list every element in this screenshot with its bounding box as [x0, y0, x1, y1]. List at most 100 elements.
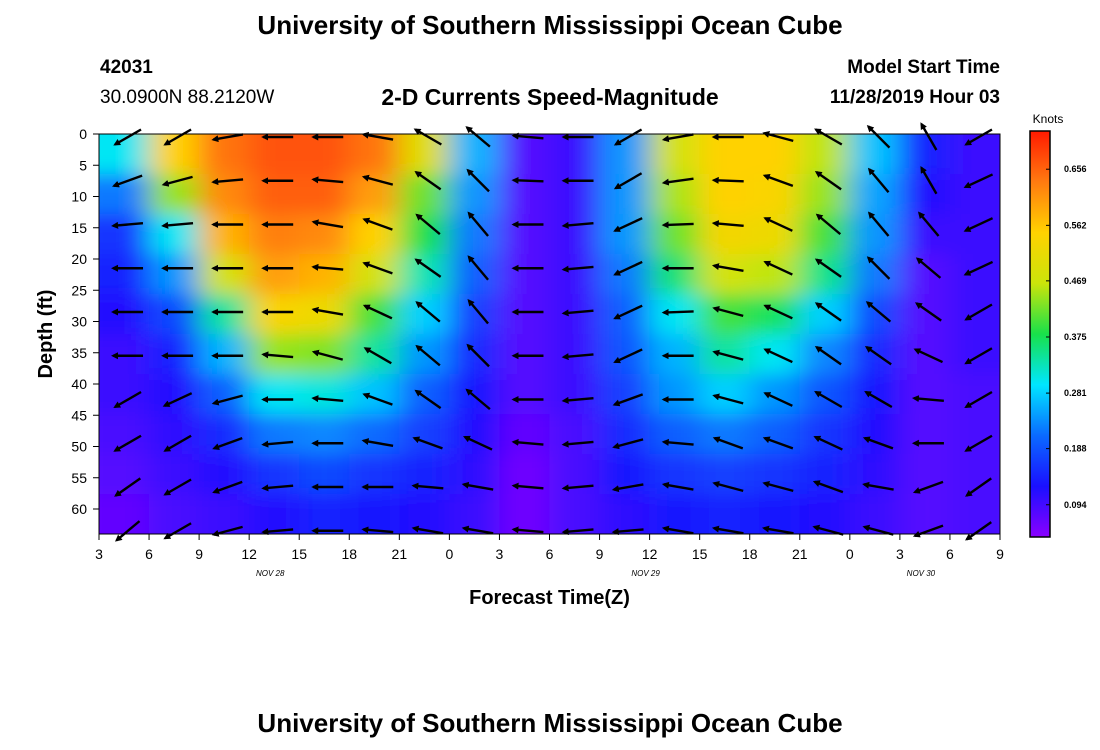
current-arrow [965, 477, 992, 497]
x-tick-label: 21 [792, 546, 808, 562]
current-arrow [511, 176, 544, 184]
current-arrow [661, 481, 694, 491]
heatmap-cell [749, 494, 801, 534]
current-arrow [911, 395, 944, 403]
current-arrow [917, 211, 940, 237]
date-label: NOV 28 [256, 569, 285, 578]
heatmap-cell [849, 134, 901, 175]
current-arrow [964, 347, 993, 365]
current-arrow [613, 217, 643, 232]
current-arrow [561, 221, 594, 229]
heatmap-cell [549, 494, 601, 534]
heatmap-cell [949, 454, 1000, 495]
heatmap-cell [449, 294, 501, 335]
heatmap-cell [949, 214, 1000, 255]
current-arrow [965, 521, 992, 541]
heatmap-cell [799, 294, 851, 335]
current-arrow [415, 213, 441, 236]
current-arrow [613, 304, 643, 320]
current-arrow [814, 258, 842, 278]
current-arrow [963, 260, 994, 276]
heatmap-cell [649, 254, 701, 295]
heatmap-cell [699, 414, 751, 455]
current-arrow [762, 436, 794, 450]
current-arrow [711, 525, 744, 535]
heatmap-cell [399, 494, 451, 534]
heatmap-cell [649, 374, 701, 415]
heatmap-cell [949, 254, 1000, 295]
heatmap-cell [899, 414, 951, 455]
current-arrow [461, 481, 494, 491]
current-arrow [661, 308, 694, 316]
current-arrow [611, 483, 644, 493]
current-arrow [763, 217, 793, 232]
heatmap-cell [349, 374, 401, 415]
station-coordinates: 30.0900N 88.2120W [100, 87, 275, 108]
heatmap-cell [299, 214, 351, 255]
heatmap-cell [899, 174, 951, 215]
colorbar: Knots 0.656 0.562 0.469 0.375 0.281 0.188 0.094 [1029, 112, 1087, 538]
current-arrow [465, 388, 491, 411]
current-arrow [661, 177, 694, 186]
current-arrow [211, 178, 244, 186]
y-tick-label: 0 [79, 126, 87, 142]
heatmap-cell [699, 374, 751, 415]
heatmap-cell [99, 254, 151, 295]
heatmap-cell [499, 494, 551, 534]
heatmap-cell [199, 214, 251, 255]
heatmap-cell [149, 134, 201, 175]
heatmap-cell [249, 294, 301, 335]
current-arrow [762, 525, 794, 535]
current-arrow [763, 392, 793, 407]
y-tick-label: 35 [71, 345, 87, 361]
heatmap-cell [699, 134, 751, 175]
current-arrow [763, 260, 793, 276]
current-arrow [964, 390, 993, 409]
heatmap-cell [749, 214, 801, 255]
current-vector-arrows [111, 122, 994, 542]
current-arrow [411, 525, 444, 535]
x-tick-label: 18 [341, 546, 357, 562]
heatmap-cell [849, 414, 901, 455]
heatmap-cell [449, 174, 501, 215]
heatmap-cell [499, 214, 551, 255]
heatmap-cell [699, 214, 751, 255]
y-tick-label: 15 [71, 220, 87, 236]
heatmap-cell [99, 334, 151, 375]
heatmap-cell [849, 294, 901, 335]
heatmap-cell [649, 334, 701, 375]
model-start-label: Model Start Time [847, 57, 1000, 78]
heatmap-cell [799, 494, 851, 534]
heatmap-cell [199, 254, 251, 295]
heatmap-cell [649, 214, 701, 255]
colorbar-tick-label: 0.094 [1064, 500, 1087, 510]
heatmap-cell [199, 294, 251, 335]
heatmap-cell [599, 454, 651, 495]
x-tick-label: 9 [195, 546, 203, 562]
heatmap-cell [499, 294, 551, 335]
current-arrow [511, 526, 544, 534]
heatmap-cell [749, 454, 801, 495]
y-axis-label: Depth (ft) [35, 290, 57, 379]
date-label: NOV 29 [631, 569, 660, 578]
current-arrow [414, 170, 442, 191]
heatmap-cell [349, 254, 401, 295]
current-arrow [463, 435, 493, 451]
current-arrow [862, 524, 894, 536]
current-arrow [920, 166, 938, 195]
heatmap-cell [549, 414, 601, 455]
heatmap-cell [949, 414, 1000, 455]
colorbar-tick-label: 0.469 [1064, 276, 1087, 286]
heatmap-cell [149, 174, 201, 215]
heatmap-cell [949, 494, 1000, 534]
heatmap-cell [849, 374, 901, 415]
current-arrow [613, 128, 643, 146]
current-arrow [461, 525, 494, 535]
current-arrow [163, 478, 192, 496]
current-arrow [311, 263, 344, 271]
heatmap-cell [799, 414, 851, 455]
current-arrow [964, 434, 993, 452]
heatmap-cell [749, 414, 801, 455]
heatmap-cell [499, 334, 551, 375]
